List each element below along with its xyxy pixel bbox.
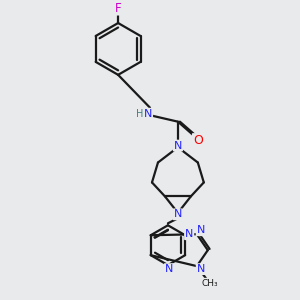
Text: O: O bbox=[193, 134, 203, 147]
Text: N: N bbox=[174, 209, 182, 219]
Text: N: N bbox=[185, 229, 194, 239]
Text: N: N bbox=[196, 264, 205, 274]
Text: N: N bbox=[165, 264, 173, 274]
Text: N: N bbox=[174, 141, 182, 151]
Text: CH₃: CH₃ bbox=[202, 279, 218, 288]
Text: N: N bbox=[144, 109, 152, 119]
Text: H: H bbox=[136, 109, 144, 119]
Text: F: F bbox=[115, 2, 122, 15]
Text: N: N bbox=[196, 225, 205, 235]
